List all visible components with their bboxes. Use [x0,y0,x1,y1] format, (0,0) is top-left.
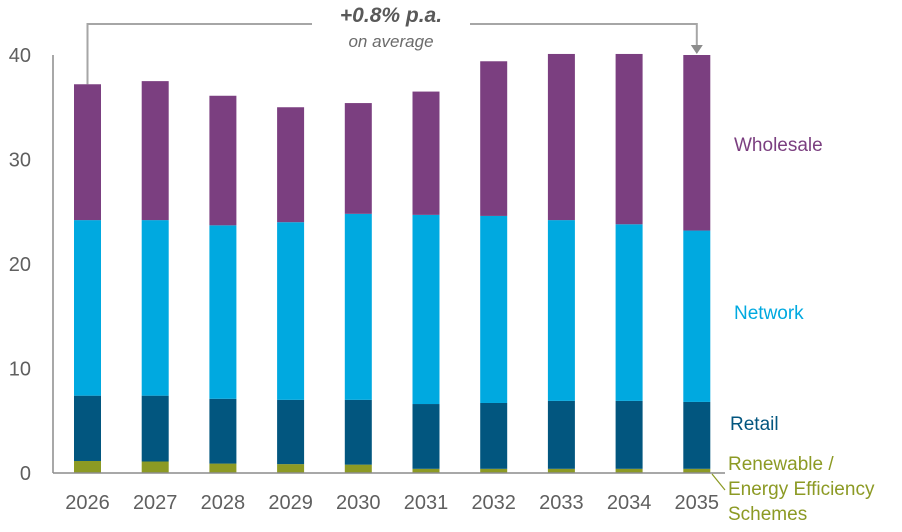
bar-segment-renewable-energy-efficiency-schemes-2032 [480,468,508,473]
x-tick-label: 2035 [675,492,720,514]
bar-segment-network-2033 [547,220,575,401]
annotation-growth-rate: +0.8% p.a. [340,4,442,27]
bar-segment-wholesale-2032 [480,61,508,216]
bar-segment-network-2032 [480,215,508,403]
bar-segment-retail-2026 [74,395,101,461]
bar-segment-renewable-energy-efficiency-schemes-2026 [74,460,101,473]
y-axis: 0 10 20 30 40 [9,45,54,485]
bar-segment-retail-2028 [209,398,237,464]
bar-segment-renewable-energy-efficiency-schemes-2034 [615,468,643,473]
y-tick-label: 10 [9,359,31,381]
bar-segment-renewable-energy-efficiency-schemes-2027 [141,461,169,473]
bar-segment-wholesale-2035 [683,55,711,231]
x-tick-label: 2029 [268,492,313,514]
x-tick-label: 2034 [607,492,652,514]
x-tick-label: 2026 [65,492,110,514]
y-tick-label: 0 [20,463,31,485]
bars [74,53,711,473]
bar-segment-wholesale-2028 [209,95,237,226]
bar-segment-wholesale-2026 [74,84,101,221]
bar-segment-retail-2034 [615,400,643,469]
x-tick-label: 2031 [404,492,449,514]
growth-annotation: +0.8% p.a. on average [86,4,703,85]
annotation-arrow-icon [690,45,703,54]
x-tick-label: 2032 [471,492,516,514]
bar-segment-network-2026 [74,220,101,396]
x-tick-label: 2027 [133,492,178,514]
bar-segment-network-2035 [683,230,711,402]
bar-segment-network-2029 [277,222,305,400]
bar-segment-retail-2030 [344,399,372,465]
series-label-renewable-energy-efficiency-schemes: Renewable / [728,454,834,475]
bar-segment-network-2031 [412,214,440,405]
bar-segment-wholesale-2031 [412,91,440,215]
bar-segment-wholesale-2034 [615,53,643,225]
bar-segment-retail-2035 [683,401,711,469]
x-tick-label: 2030 [336,492,381,514]
bar-segment-renewable-energy-efficiency-schemes-2030 [344,464,372,473]
bar-segment-renewable-energy-efficiency-schemes-2031 [412,468,440,473]
bar-segment-retail-2032 [480,402,508,469]
bar-segment-retail-2027 [141,395,169,462]
annotation-bracket-right [470,23,698,47]
bar-segment-wholesale-2027 [141,81,169,221]
bar-segment-network-2034 [615,224,643,401]
y-tick-label: 30 [9,150,31,172]
bar-segment-wholesale-2033 [547,53,575,221]
series-label-network: Network [734,303,804,324]
bar-segment-network-2027 [141,220,169,396]
series-label-wholesale: Wholesale [734,135,823,156]
bar-segment-wholesale-2030 [344,103,372,214]
bar-segment-renewable-energy-efficiency-schemes-2035 [683,468,711,473]
bar-segment-retail-2033 [547,400,575,469]
bar-segment-renewable-energy-efficiency-schemes-2029 [277,464,305,473]
bar-segment-wholesale-2029 [277,107,305,223]
bar-segment-renewable-energy-efficiency-schemes-2028 [209,463,237,473]
bar-segment-renewable-energy-efficiency-schemes-2033 [547,468,575,473]
series-label-renewable-energy-efficiency-schemes: Schemes [728,504,807,525]
x-tick-label: 2033 [539,492,584,514]
y-tick-label: 20 [9,254,31,276]
series-labels: Renewable / Energy Efficiency Schemes Retai… [711,135,875,525]
series-label-retail: Retail [730,414,779,435]
series-label-renewable-energy-efficiency-schemes: Energy Efficiency [728,479,875,500]
bar-segment-network-2028 [209,225,237,399]
x-tick-label: 2028 [201,492,246,514]
bar-segment-retail-2029 [277,399,305,465]
x-axis: 2026 2027 2028 2029 2030 2031 2032 2033 2034 2035 [53,472,725,514]
y-tick-label: 40 [9,45,31,67]
annotation-subtitle: on average [348,32,433,51]
renewable-leader-line [711,473,726,491]
bar-segment-retail-2031 [412,404,440,469]
bar-segment-network-2030 [344,213,372,400]
annotation-bracket-left [86,23,312,85]
